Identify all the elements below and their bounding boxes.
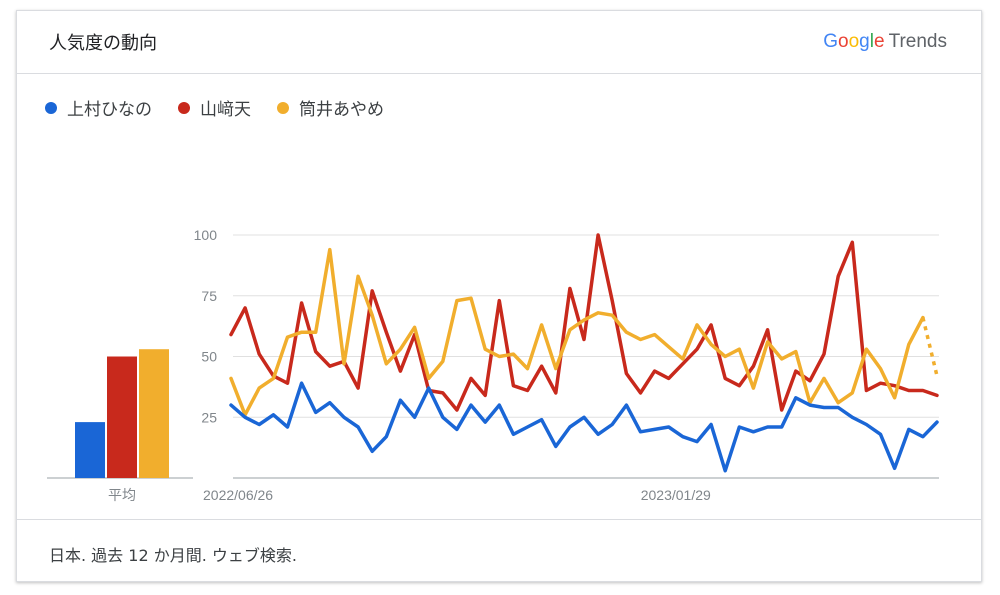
y-tick-label: 50 — [201, 349, 217, 365]
legend-dot-icon — [178, 101, 190, 114]
legend-item-series-1[interactable]: 上村ひなの — [45, 95, 152, 120]
x-tick-label: 2023/01/29 — [641, 487, 711, 503]
legend-label: 筒井あやめ — [299, 100, 384, 120]
series-line — [229, 381, 939, 473]
y-tick-label: 75 — [201, 288, 217, 304]
average-bar — [107, 356, 137, 478]
y-tick-label: 25 — [201, 409, 217, 425]
y-tick-label: 100 — [194, 227, 218, 243]
series-line — [229, 233, 939, 412]
card-footer: 日本. 過去 12 か月間. ウェブ検索. — [17, 519, 981, 582]
google-wordmark: Google — [823, 31, 885, 52]
average-bar — [75, 422, 105, 478]
legend-label: 上村ひなの — [67, 100, 152, 120]
legend-item-series-2[interactable]: 山﨑天 — [178, 95, 251, 120]
card-title: 人気度の動向 — [49, 33, 157, 54]
footer-description: 日本. 過去 12 か月間. ウェブ検索. — [49, 546, 297, 565]
chart-legend: 上村ひなの 山﨑天 筒井あやめ — [45, 95, 384, 120]
legend-label: 山﨑天 — [200, 100, 251, 120]
average-bar — [139, 349, 169, 478]
average-label: 平均 — [108, 487, 136, 503]
trends-chart[interactable]: 25 50 75 100 2022/06/26 2023/01/29 平均 — [17, 11, 981, 519]
legend-dot-icon — [277, 101, 289, 114]
legend-item-series-3[interactable]: 筒井あやめ — [277, 95, 384, 120]
series-line — [229, 247, 925, 417]
series-line-partial — [921, 317, 939, 377]
card-header: 人気度の動向 Google Trends — [17, 11, 981, 74]
trends-wordmark: Trends — [888, 31, 947, 52]
google-trends-logo[interactable]: Google Trends — [823, 31, 947, 53]
x-tick-label: 2022/06/26 — [203, 487, 273, 503]
legend-dot-icon — [45, 101, 57, 114]
trends-card: 人気度の動向 Google Trends 上村ひなの 山﨑天 筒井あやめ 25 50… — [16, 10, 982, 582]
